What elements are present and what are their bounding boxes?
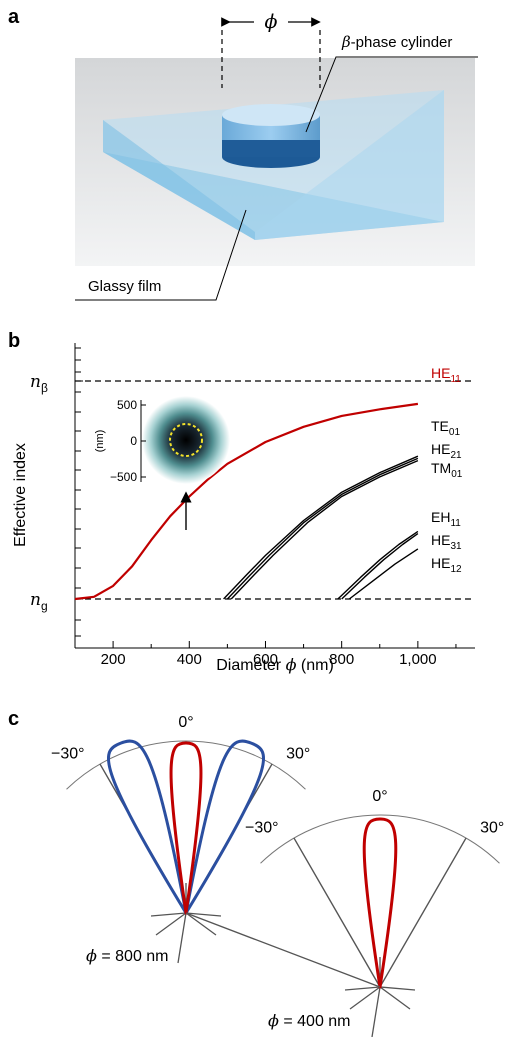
polar-plot-800nm: −30° 0° 30°: [51, 714, 310, 964]
panel-a-illustration: ϕ β-phase cylinder Glassy film: [75, 11, 478, 301]
polar-base-line: [150, 912, 187, 917]
panel-letter-c: c: [8, 708, 20, 730]
mode-curves: [74, 402, 419, 601]
film-callout-line: [75, 209, 247, 301]
mode-label-he12: HE12: [431, 555, 462, 575]
reference-lines: nβ ng: [30, 372, 475, 613]
mode-label-he21: HE21: [431, 441, 462, 461]
inset-y-tick-label: 500: [117, 398, 137, 412]
cylinder-top: [222, 104, 320, 126]
polar-base-line: [371, 986, 381, 1037]
mode-label-he31: HE31: [431, 532, 462, 552]
polar-base-line: [155, 912, 187, 936]
polar-radial-line: [293, 837, 381, 988]
caption-400nm: ϕ = 400 nm: [268, 1011, 351, 1030]
mode-label-he11: HE11: [431, 365, 461, 385]
polar-radial-line: [379, 837, 467, 988]
polar-angle-label: −30°: [245, 820, 279, 837]
cylinder-callout-line: [305, 56, 478, 133]
polar-lobe: [362, 817, 398, 989]
x-axis-title: Diameter ϕ (nm): [216, 655, 334, 674]
inset-mode-profile: 500 0 −500 (nm): [94, 396, 230, 530]
x-tick-label: 400: [177, 651, 202, 668]
cylinder-boundary-outline: [169, 423, 203, 457]
x-tick-label: 1,000: [399, 651, 437, 668]
y-axis-title: Effective index: [12, 443, 29, 547]
panel-letter-b: b: [8, 330, 21, 352]
mode-curve-tm01: [230, 459, 419, 600]
caption-800nm: ϕ = 800 nm: [86, 946, 169, 965]
inset-y-tick-label: 0: [130, 434, 137, 448]
mode-curve-eh11: [337, 530, 419, 600]
glassy-film-right-edge: [255, 90, 444, 240]
polar-arc: [260, 814, 500, 864]
cylinder-callout-label: β-phase cylinder: [341, 33, 452, 51]
polar-base-line: [379, 986, 411, 1010]
polar-base-line: [379, 986, 416, 991]
polar-lobe: [169, 741, 203, 915]
polar-lobe: [106, 739, 188, 915]
dim-phi-label: ϕ: [265, 11, 278, 33]
mode-curve-he31: [341, 533, 419, 600]
mode-curve-he21: [226, 457, 419, 600]
polar-arc: [66, 740, 306, 790]
x-tick-label: 800: [329, 651, 354, 668]
reference-line-label: ng: [30, 590, 48, 613]
mode-label-eh11: EH11: [431, 509, 461, 529]
connecting-axis-line: [185, 912, 381, 988]
mode-label-tm01: TM01: [431, 460, 463, 480]
polar-angle-label: 0°: [372, 788, 387, 805]
x-ticks: 200 400 600 800 1,000: [101, 641, 457, 668]
y-minor-ticks: [75, 347, 81, 637]
polar-base-line: [185, 912, 222, 917]
inset-y-tick-label: −500: [110, 470, 137, 484]
polar-angle-label: 30°: [286, 746, 310, 763]
mode-intensity-map: [142, 396, 230, 484]
polar-angle-label: 30°: [480, 820, 504, 837]
polar-angle-label: 0°: [178, 714, 193, 731]
mode-curve-he11: [74, 402, 419, 601]
inset-y-axis-title: (nm): [94, 430, 106, 453]
mode-curve-he12: [348, 548, 419, 600]
polar-angle-label: −30°: [51, 746, 85, 763]
panel-c-polar-plots: −30° 0° 30° −30° 0° 30° ϕ = 800 nm ϕ = 400 n…: [51, 714, 504, 1037]
polar-base-line: [344, 986, 381, 991]
mode-label-te01: TE01: [431, 418, 460, 438]
mode-curve-te01: [223, 455, 419, 600]
polar-lobe: [184, 739, 266, 915]
polar-base-line: [349, 986, 381, 1010]
polar-base-line: [177, 912, 187, 964]
x-tick-label: 600: [253, 651, 278, 668]
x-tick-label: 200: [101, 651, 126, 668]
reference-line-label: nβ: [30, 372, 48, 395]
cylinder-embedded: [222, 140, 320, 157]
panel-letter-a: a: [8, 6, 20, 28]
glassy-film-front-edge: [103, 120, 255, 240]
film-callout-label: Glassy film: [88, 278, 161, 295]
polar-base-line: [185, 912, 217, 936]
inset-y-ticks: 500 0 −500: [110, 398, 146, 484]
polar-plot-400nm: −30° 0° 30°: [245, 788, 504, 1037]
